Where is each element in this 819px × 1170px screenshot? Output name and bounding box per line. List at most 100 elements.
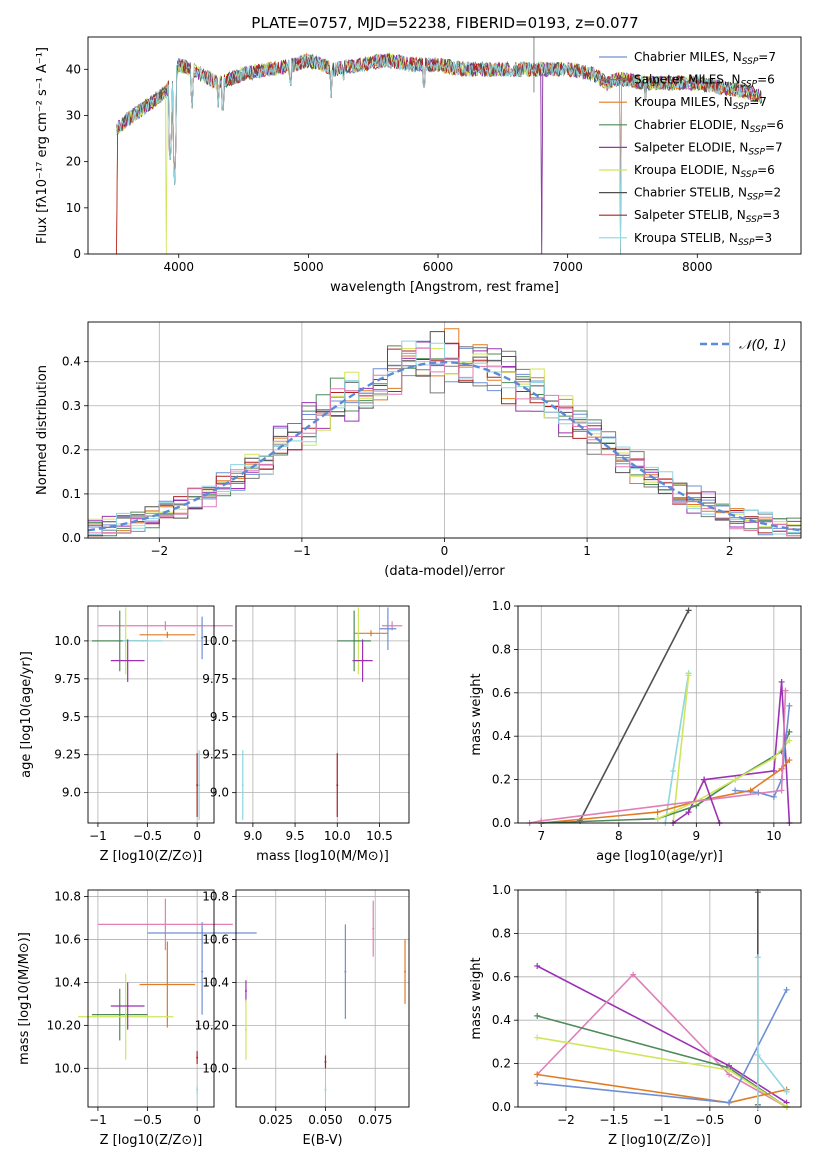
chart-mass-weight-vs-Z: −2 −1.5 −1 −0.5 0 0.0 0.2 0.4 0.6 0.8 1.0 Z [log10(… [469, 883, 802, 1148]
legend-nssp: =6 [757, 163, 775, 177]
y-axis-label: mass weight [469, 673, 484, 755]
legend-subscript: SSP [750, 125, 767, 135]
legend-nssp: =6 [766, 118, 784, 132]
y-tick-label: 0.6 [492, 970, 511, 984]
legend-text: Salpeter STELIB, N [634, 208, 746, 222]
x-tick-label: 10.5 [366, 829, 393, 843]
y-tick-label: 0.2 [492, 1057, 511, 1071]
legend-subscript: SSP [746, 215, 763, 225]
y-tick-label: 10.6 [202, 932, 229, 946]
legend-label: 𝒩(0, 1) [739, 338, 786, 353]
x-axis-label: E(B-V) [302, 1133, 342, 1148]
y-tick-label: 0.0 [492, 816, 511, 830]
y-tick-label: 9.5 [62, 710, 81, 724]
y-tick-label: 0.4 [62, 355, 81, 369]
y-tick-label: 10.20 [195, 1018, 229, 1032]
x-tick-label: 5000 [293, 260, 324, 274]
weight-marker [778, 678, 785, 685]
weight-marker [670, 767, 677, 774]
x-tick-label: −1 [293, 544, 311, 558]
data-point [196, 1088, 199, 1091]
y-tick-label: 1.0 [492, 599, 511, 613]
legend-subscript: SSP [741, 170, 758, 180]
x-tick-label: −0.5 [695, 1113, 724, 1127]
y-axis-label: mass [log10(M/M⊙)] [17, 932, 32, 1065]
histogram-series [88, 347, 801, 537]
legend-label: Kroupa ELODIE, NSSP=6 [634, 163, 775, 180]
weight-marker [701, 776, 708, 783]
legend-text: Chabrier MILES, N [634, 50, 742, 64]
weight-marker [770, 793, 777, 800]
x-tick-label: 7000 [552, 260, 583, 274]
weight-marker [726, 1067, 733, 1074]
y-tick-label: 0.0 [492, 1100, 511, 1114]
x-tick-label: −2 [150, 544, 168, 558]
y-tick-label: 0.1 [62, 487, 81, 501]
y-tick-label: 0.3 [62, 399, 81, 413]
x-tick-label: −1 [89, 1113, 107, 1127]
data-point [244, 1028, 247, 1031]
data-point [164, 624, 167, 627]
y-axis-label: age [log10(age/yr)] [19, 651, 34, 778]
y-tick-label: 0.2 [492, 773, 511, 787]
legend-text: Kroupa MILES, N [634, 95, 733, 109]
legend-nssp: =3 [762, 208, 780, 222]
legend-label: Kroupa STELIB, NSSP=3 [634, 231, 772, 248]
weight-marker [685, 672, 692, 679]
weight-marker [534, 962, 541, 969]
data-point [391, 624, 394, 627]
y-tick-label: 9.25 [54, 748, 81, 762]
data-point [244, 989, 247, 992]
legend-label: Chabrier ELODIE, NSSP=6 [634, 118, 784, 135]
x-tick-label: 0 [193, 1113, 201, 1127]
y-tick-label: 10.0 [54, 634, 81, 648]
weight-marker [685, 607, 692, 614]
y-tick-label: 9.75 [202, 672, 229, 686]
weight-series [664, 673, 690, 824]
y-tick-label: 9.0 [62, 786, 81, 800]
y-tick-label: 0.0 [62, 531, 81, 545]
y-axis-label: Flux [fλ10⁻¹⁷ erg cm⁻² s⁻¹ A⁻¹] [35, 47, 50, 244]
data-point [361, 659, 364, 662]
y-tick-label: 10.4 [54, 975, 81, 989]
axes-frame [87, 605, 215, 824]
weight-marker [732, 787, 739, 794]
figure-title: PLATE=0757, MJD=52238, FIBERID=0193, z=0… [251, 14, 638, 32]
legend-text: Kroupa STELIB, N [634, 231, 738, 245]
x-tick-label: 8000 [682, 260, 713, 274]
x-tick-label: −2 [557, 1113, 575, 1127]
x-tick-label: 7 [537, 829, 545, 843]
weight-marker [786, 757, 793, 764]
y-tick-label: 10.8 [54, 889, 81, 903]
x-tick-label: 0.050 [308, 1113, 342, 1127]
weight-marker [534, 1034, 541, 1041]
data-point [198, 784, 201, 787]
data-point [201, 970, 204, 973]
data-point [353, 639, 356, 642]
y-tick-label: 9.75 [54, 672, 81, 686]
y-tick-label: 0.4 [492, 729, 511, 743]
data-point [196, 784, 199, 787]
data-point [118, 1013, 121, 1016]
x-tick-label: 1 [583, 544, 591, 558]
y-tick-label: 40 [66, 62, 81, 76]
data-point [166, 633, 169, 636]
data-point [166, 983, 169, 986]
legend-label: Salpeter MILES, NSSP=6 [634, 73, 775, 90]
data-point [386, 627, 389, 630]
data-point [344, 970, 347, 973]
weight-marker [770, 767, 777, 774]
y-tick-label: 20 [66, 155, 81, 169]
weight-marker [783, 1088, 790, 1095]
x-axis-label: (data-model)/error [384, 564, 505, 579]
axes-frame [235, 605, 410, 824]
weight-marker [778, 787, 785, 794]
chart-mass-weight-vs-age: 7 8 9 10 0.0 0.2 0.4 0.6 0.8 1.0 age [log10(age/yr… [469, 599, 802, 864]
data-point [336, 784, 339, 787]
weight-marker [534, 1012, 541, 1019]
data-point [324, 1060, 327, 1063]
data-point [372, 927, 375, 930]
legend-text: Kroupa ELODIE, N [634, 163, 741, 177]
weight-marker [782, 687, 789, 694]
x-axis-label: Z [log10(Z/Z⊙)] [100, 1133, 203, 1148]
